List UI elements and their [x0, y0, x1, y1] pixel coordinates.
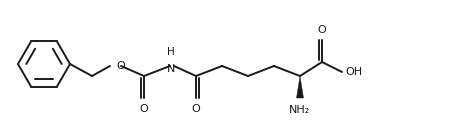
Text: H: H: [167, 47, 175, 57]
Text: O: O: [140, 104, 148, 114]
Text: O: O: [192, 104, 201, 114]
Polygon shape: [296, 76, 303, 98]
Text: OH: OH: [345, 67, 362, 77]
Text: O: O: [116, 61, 125, 71]
Text: N: N: [167, 64, 175, 74]
Text: NH₂: NH₂: [289, 105, 311, 115]
Text: O: O: [318, 25, 326, 35]
